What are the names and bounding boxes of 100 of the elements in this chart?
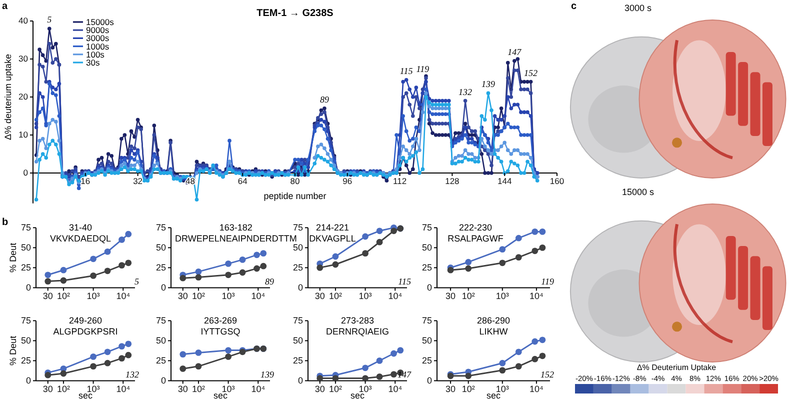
annotation: 115 xyxy=(398,276,412,287)
x-tick-label: 10² xyxy=(192,384,205,394)
y-tick-label: 0 xyxy=(160,282,166,293)
annotation: 89 xyxy=(320,94,330,104)
legend-label: 1000s xyxy=(86,41,110,52)
x-tick-label: 10⁴ xyxy=(251,291,266,302)
x-tick-label: 10⁴ xyxy=(116,291,130,302)
x-tick-label: 10³ xyxy=(86,291,100,302)
legend-label: 15000s xyxy=(86,17,114,27)
legend-label: 3000s xyxy=(86,33,110,44)
y-axis-title: % Deut xyxy=(8,335,18,366)
text: LIKHW xyxy=(479,326,508,337)
y-tick-label: 75 xyxy=(156,222,166,233)
x-tick-label: 10⁴ xyxy=(530,291,544,302)
x-tick-label: 32 xyxy=(133,176,143,186)
x-tick-label: 30 xyxy=(446,291,456,302)
x-tick-label: 96 xyxy=(342,176,352,186)
y-tick-label: 0 xyxy=(298,282,303,293)
text: ALGPDGKPSRI xyxy=(53,326,118,337)
y-tick-label: 75 xyxy=(292,222,303,233)
annotation: 89 xyxy=(265,276,274,287)
annotation: 132 xyxy=(458,86,473,97)
text: b xyxy=(2,217,8,228)
annotation: 5 xyxy=(134,276,140,287)
y-tick-label: 10 xyxy=(18,130,28,140)
annotation: 132 xyxy=(126,370,140,380)
x-tick-label: 160 xyxy=(550,176,564,186)
y-tick-label: 25 xyxy=(292,356,303,366)
chart-title: TEM-1 → G238S xyxy=(256,8,334,19)
text: c xyxy=(571,1,577,12)
x-tick-label: 30 xyxy=(446,384,456,394)
y-tick-label: 50 xyxy=(156,336,166,346)
y-tick-label: 25 xyxy=(156,356,166,366)
legend-label: 100s xyxy=(86,49,104,60)
y-tick-label: 50 xyxy=(20,242,31,253)
y-tick-label: 40 xyxy=(18,16,28,26)
chart-title: 263-269 xyxy=(204,316,238,326)
x-axis-title: peptide number xyxy=(264,191,326,201)
chart-title: 163-182 xyxy=(219,222,252,233)
y-tick-label: 75 xyxy=(156,316,166,326)
y-tick-label: 30 xyxy=(18,54,28,64)
y-tick-label: 50 xyxy=(292,242,303,253)
chart-title: 222-230 xyxy=(458,222,492,233)
x-tick-label: 64 xyxy=(238,176,248,186)
x-tick-label: 10⁴ xyxy=(251,384,266,394)
text: DERNRQIAEIG xyxy=(326,326,390,337)
x-tick-label: 30 xyxy=(178,291,188,302)
y-tick-label: 50 xyxy=(20,336,31,346)
annotation: 115 xyxy=(400,66,414,76)
x-tick-label: 10² xyxy=(56,291,70,302)
y-tick-label: 0 xyxy=(426,376,432,386)
annotation: 119 xyxy=(416,64,430,74)
y-tick-label: 25 xyxy=(156,262,166,273)
text: RSALPAGWF xyxy=(448,234,504,244)
x-tick-label: 10² xyxy=(192,291,205,302)
y-tick-label: 0 xyxy=(160,376,166,386)
y-tick-label: 75 xyxy=(292,316,303,326)
y-tick-label: 50 xyxy=(422,242,432,253)
annotation: 152 xyxy=(524,68,538,78)
x-tick-label: 10³ xyxy=(496,291,509,302)
y-tick-label: 75 xyxy=(422,222,432,233)
x-tick-label: 30 xyxy=(178,384,188,394)
x-tick-label: 10⁴ xyxy=(530,384,544,394)
y-tick-label: 20 xyxy=(18,92,28,102)
annotation: 5 xyxy=(47,14,52,25)
y-tick-label: 50 xyxy=(156,242,166,253)
y-tick-label: 50 xyxy=(422,336,432,346)
y-tick-label: 0 xyxy=(26,282,31,293)
x-tick-label: 10² xyxy=(328,291,342,302)
annotation: 152 xyxy=(540,370,554,380)
x-tick-label: 112 xyxy=(393,176,407,186)
color-bar-title: Δ% Deuterium Uptake xyxy=(636,363,717,372)
x-tick-label: 10² xyxy=(462,384,475,394)
chart-title: 273-283 xyxy=(340,316,374,326)
y-tick-label: 25 xyxy=(422,262,432,273)
x-tick-label: 10³ xyxy=(222,291,235,302)
x-tick-label: 10² xyxy=(328,384,342,394)
x-tick-label: 10⁴ xyxy=(116,384,130,394)
y-tick-label: 50 xyxy=(292,336,303,346)
x-tick-label: 16 xyxy=(80,176,90,186)
x-tick-label: 30 xyxy=(42,384,53,394)
chart-title: 31-40 xyxy=(68,222,92,233)
x-tick-label: 30 xyxy=(314,384,325,394)
x-tick-label: 128 xyxy=(445,176,460,186)
annotation: 139 xyxy=(481,79,496,90)
text: DRWEPELNEAIPNDERDTTM xyxy=(175,234,297,244)
annotation: 147 xyxy=(508,46,522,57)
text: DKVAGPLL xyxy=(309,234,356,244)
x-tick-label: 10⁴ xyxy=(388,291,402,302)
legend-label: 9000s xyxy=(86,25,110,36)
text: 3000 s xyxy=(624,3,652,13)
y-tick-label: 0 xyxy=(426,282,432,293)
y-tick-label: 25 xyxy=(20,356,31,366)
annotation: 139 xyxy=(260,370,274,380)
x-tick-label: 10² xyxy=(462,291,475,302)
chart-title: 249-260 xyxy=(68,316,102,326)
chart-title: 214-221 xyxy=(316,222,350,233)
x-tick-label: 10³ xyxy=(358,291,372,302)
annotation: 119 xyxy=(541,276,554,287)
y-tick-label: 0 xyxy=(26,376,31,386)
